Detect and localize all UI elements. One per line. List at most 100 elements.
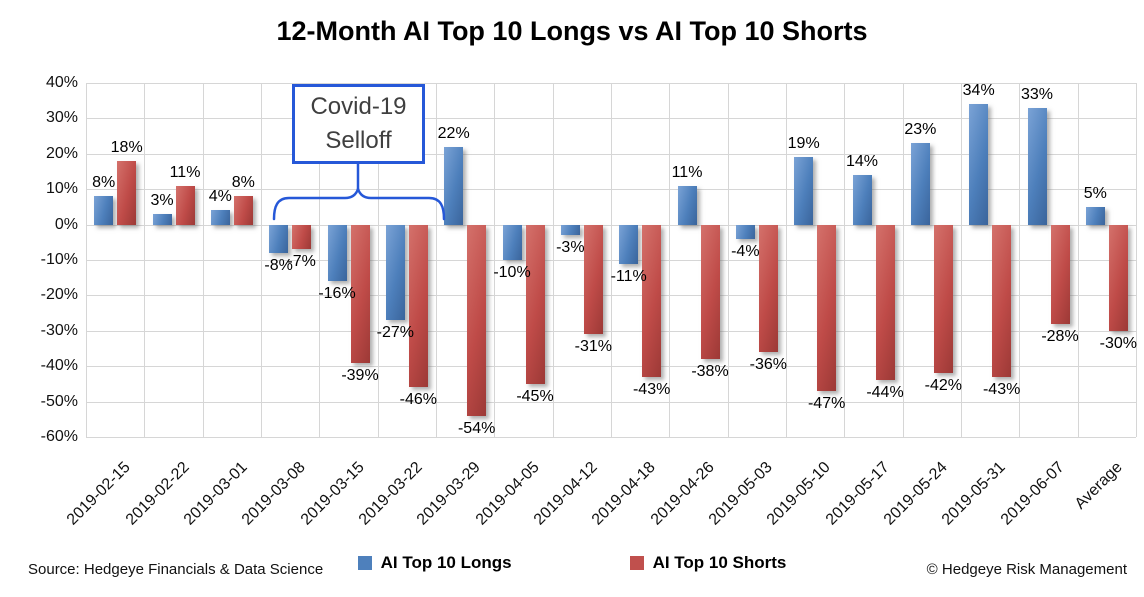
bar-longs-2019-03-01	[210, 210, 230, 225]
bar-value-label: 33%	[1020, 85, 1054, 103]
gridline-vertical	[786, 83, 787, 437]
bar-value-label: 4%	[208, 188, 232, 206]
gridline-vertical	[144, 83, 146, 437]
bar-value-label: -7%	[287, 253, 316, 271]
bracket-path	[272, 185, 446, 221]
bar-value-label: -38%	[691, 363, 729, 381]
bar-value-label: 14%	[845, 153, 879, 171]
gridline-vertical	[611, 83, 612, 437]
bar-shorts-2019-03-22	[408, 224, 428, 388]
bar-shorts-2019-02-15	[117, 160, 137, 225]
gridline-vertical	[494, 83, 496, 437]
bar-shorts-2019-04-12	[583, 224, 603, 335]
source-note: Source: Hedgeye Financials & Data Scienc…	[28, 561, 324, 578]
gridline-vertical	[1019, 83, 1021, 437]
copyright-note: © Hedgeye Risk Management	[926, 561, 1127, 578]
y-tick-label: 20%	[45, 144, 78, 162]
bar-value-label: -16%	[318, 285, 356, 303]
bar-value-label: -46%	[399, 391, 437, 409]
y-tick-label: -60%	[40, 428, 78, 445]
bar-value-label: 11%	[671, 163, 703, 181]
gridline-vertical	[86, 83, 87, 437]
bar-value-label: -3%	[556, 239, 585, 257]
bar-shorts-2019-03-15	[350, 224, 370, 363]
y-tick-label: -50%	[40, 392, 78, 410]
y-tick-label: 40%	[45, 74, 78, 91]
bar-longs-2019-02-22	[152, 213, 172, 225]
covid-annotation-box: Covid-19 Selloff	[292, 84, 425, 164]
bar-longs-2019-03-08	[269, 224, 289, 253]
bar-shorts-2019-04-18	[642, 224, 662, 377]
bar-value-label: -47%	[807, 394, 846, 412]
bar-longs-2019-05-10	[794, 157, 814, 225]
bar-value-label: -43%	[982, 380, 1021, 398]
gridline-vertical	[1136, 83, 1137, 437]
legend-item-shorts: AI Top 10 Shorts	[629, 553, 787, 573]
bar-value-label: 19%	[787, 135, 820, 153]
gridline-vertical	[844, 83, 846, 437]
gridline-vertical	[961, 83, 962, 437]
bar-shorts-2019-03-01	[233, 196, 253, 225]
bar-longs-2019-05-31	[969, 104, 989, 225]
covid-annotation-line2: Selloff	[325, 127, 392, 154]
bar-shorts-2019-05-10	[817, 224, 837, 391]
bar-shorts-Average	[1108, 224, 1128, 331]
bar-value-label: -39%	[341, 366, 379, 384]
bar-value-label: 8%	[231, 174, 255, 192]
bar-shorts-2019-05-24	[933, 224, 953, 374]
gridline-vertical	[1077, 83, 1079, 437]
gridline-horizontal	[86, 437, 1136, 438]
gridline-vertical	[261, 83, 262, 437]
bar-shorts-2019-05-31	[992, 224, 1012, 377]
chart-legend: AI Top 10 Longs AI Top 10 Shorts	[0, 553, 1144, 573]
bar-value-label: 5%	[1083, 184, 1107, 202]
bar-longs-2019-04-26	[677, 185, 697, 225]
bar-value-label: 23%	[904, 121, 937, 139]
bar-shorts-2019-04-05	[525, 224, 545, 384]
bar-shorts-2019-02-22	[175, 185, 195, 225]
gridline-vertical	[552, 83, 554, 437]
legend-swatch-icon	[629, 556, 644, 570]
bar-longs-2019-06-07	[1027, 107, 1047, 225]
bar-value-label: -4%	[731, 242, 760, 260]
bar-value-label: -8%	[264, 256, 293, 274]
bar-longs-2019-04-18	[619, 224, 639, 264]
bar-longs-2019-03-22	[385, 224, 405, 321]
y-tick-label: 10%	[45, 180, 78, 198]
bar-longs-Average	[1085, 206, 1105, 225]
bar-value-label: 18%	[110, 138, 143, 156]
bar-longs-2019-05-17	[852, 175, 872, 225]
bar-value-label: -30%	[1099, 334, 1137, 352]
bar-value-label: 22%	[437, 124, 470, 142]
bar-value-label: -28%	[1041, 327, 1079, 345]
bar-value-label: -11%	[610, 267, 647, 285]
covid-annotation-line1: Covid-19	[310, 93, 407, 120]
bar-value-label: -54%	[457, 419, 496, 437]
y-tick-label: -10%	[40, 251, 78, 268]
gridline-vertical	[436, 83, 437, 437]
bar-value-label: -10%	[493, 264, 531, 281]
y-tick-label: -40%	[40, 357, 78, 375]
bar-value-label: -27%	[376, 324, 414, 342]
bar-value-label: 11%	[169, 163, 201, 181]
bar-longs-2019-03-15	[327, 224, 347, 282]
legend-label: AI Top 10 Shorts	[652, 553, 787, 572]
bar-value-label: 8%	[92, 174, 116, 192]
legend-label: AI Top 10 Longs	[380, 553, 512, 572]
chart-title: 12-Month AI Top 10 Longs vs AI Top 10 Sh…	[276, 16, 868, 46]
gridline-vertical	[319, 83, 321, 437]
gridline-vertical	[669, 83, 671, 437]
bar-shorts-2019-05-03	[758, 224, 778, 353]
bar-longs-2019-03-29	[444, 146, 464, 225]
legend-swatch-icon	[357, 556, 372, 570]
legend-item-longs: AI Top 10 Longs	[357, 553, 512, 573]
bar-shorts-2019-03-08	[292, 224, 312, 250]
bar-longs-2019-05-03	[735, 224, 755, 239]
bar-value-label: -43%	[632, 380, 671, 398]
bar-shorts-2019-05-17	[875, 224, 895, 381]
bar-value-label: -36%	[749, 356, 787, 374]
gridline-vertical	[727, 83, 729, 437]
bar-shorts-2019-04-26	[700, 224, 720, 360]
bar-value-label: -45%	[516, 387, 554, 405]
